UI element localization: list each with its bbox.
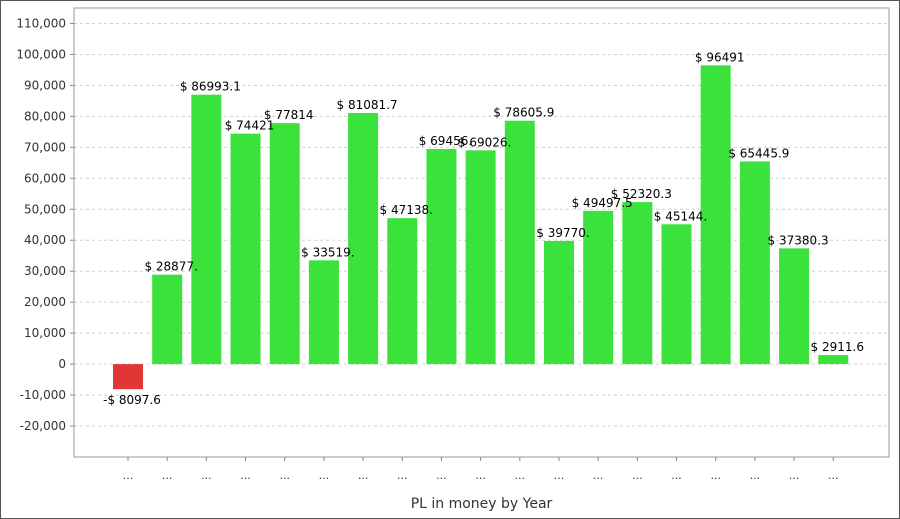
x-category-label: ... bbox=[750, 469, 761, 482]
data-label: $ 81081.7 bbox=[337, 98, 398, 112]
x-category-label: ... bbox=[475, 469, 486, 482]
y-tick-label: 10,000 bbox=[24, 326, 66, 340]
y-axis-ticks: -20,000 -10,000 0 10,000 20,000 30,000 40,000 5… bbox=[16, 16, 74, 433]
bar bbox=[152, 274, 183, 365]
y-tick-label: 60,000 bbox=[24, 171, 66, 185]
data-label: $ 39770. bbox=[536, 226, 589, 240]
x-category-label: ... bbox=[123, 469, 134, 482]
x-category-label: ... bbox=[593, 469, 604, 482]
data-label: $ 77814 bbox=[264, 108, 314, 122]
x-category-label: ... bbox=[279, 469, 290, 482]
x-category-label: ... bbox=[201, 469, 212, 482]
bar bbox=[348, 113, 379, 365]
x-category-label: ... bbox=[162, 469, 173, 482]
y-tick-label: -20,000 bbox=[20, 419, 66, 433]
data-label: $ 37380.3 bbox=[768, 233, 829, 247]
bar bbox=[191, 94, 222, 365]
data-label: $ 78605.9 bbox=[493, 106, 554, 120]
x-category-label: ... bbox=[397, 469, 408, 482]
bar bbox=[661, 224, 692, 365]
bar bbox=[308, 260, 339, 365]
bar bbox=[700, 65, 731, 365]
y-tick-label: 70,000 bbox=[24, 140, 66, 154]
bar bbox=[426, 149, 457, 365]
data-label: $ 47138. bbox=[380, 203, 433, 217]
y-tick-label: 90,000 bbox=[24, 78, 66, 92]
bar bbox=[739, 161, 770, 365]
y-tick-label: 50,000 bbox=[24, 202, 66, 216]
x-category-label: ... bbox=[710, 469, 721, 482]
data-label: $ 52320.3 bbox=[611, 187, 672, 201]
bar bbox=[387, 218, 418, 365]
y-tick-label: 0 bbox=[58, 357, 66, 371]
x-category-label: ... bbox=[828, 469, 839, 482]
x-category-label: ... bbox=[671, 469, 682, 482]
plot-area-border bbox=[73, 7, 890, 458]
data-label: $ 2911.6 bbox=[811, 340, 864, 354]
bar bbox=[583, 210, 614, 365]
bar bbox=[113, 364, 143, 390]
y-tick-label: 20,000 bbox=[24, 295, 66, 309]
bar bbox=[543, 240, 574, 365]
bar bbox=[269, 123, 300, 365]
x-category-label: ... bbox=[240, 469, 251, 482]
y-tick-label: 110,000 bbox=[16, 16, 66, 30]
x-axis-categories: ........................................… bbox=[123, 457, 839, 482]
data-label: $ 69456. bbox=[419, 134, 472, 148]
x-category-label: ... bbox=[632, 469, 643, 482]
bars bbox=[113, 65, 849, 390]
data-label: $ 28877. bbox=[144, 260, 197, 274]
bar bbox=[622, 202, 653, 365]
data-labels: -$ 8097.6 $ 28877. $ 86993.1 $ 74421$ 77814… bbox=[103, 50, 864, 407]
data-label: -$ 8097.6 bbox=[103, 393, 161, 407]
data-label: $ 65445.9 bbox=[728, 146, 789, 160]
data-label: $ 69026. bbox=[458, 135, 511, 149]
bar bbox=[465, 150, 496, 365]
y-tick-label: -10,000 bbox=[20, 388, 66, 402]
y-tick-label: 100,000 bbox=[16, 47, 66, 61]
x-category-label: ... bbox=[358, 469, 369, 482]
y-tick-label: 30,000 bbox=[24, 264, 66, 278]
x-category-label: ... bbox=[515, 469, 526, 482]
data-label: $ 45144. bbox=[654, 209, 707, 223]
x-category-label: ... bbox=[436, 469, 447, 482]
data-label: $ 86993.1 bbox=[180, 80, 241, 94]
bar bbox=[818, 355, 849, 365]
y-tick-label: 40,000 bbox=[24, 233, 66, 247]
data-label: $ 33519. bbox=[301, 245, 354, 259]
data-label: $ 49497.5 bbox=[572, 196, 633, 210]
x-category-label: ... bbox=[554, 469, 565, 482]
x-axis-label: PL in money by Year bbox=[411, 496, 553, 512]
x-category-label: ... bbox=[789, 469, 800, 482]
bar bbox=[504, 120, 535, 365]
bar bbox=[779, 248, 810, 365]
bar bbox=[230, 133, 261, 365]
data-label: $ 96491 bbox=[695, 50, 745, 64]
y-tick-label: 80,000 bbox=[24, 109, 66, 123]
x-category-label: ... bbox=[319, 469, 330, 482]
data-label: $ 74421 bbox=[225, 119, 275, 133]
